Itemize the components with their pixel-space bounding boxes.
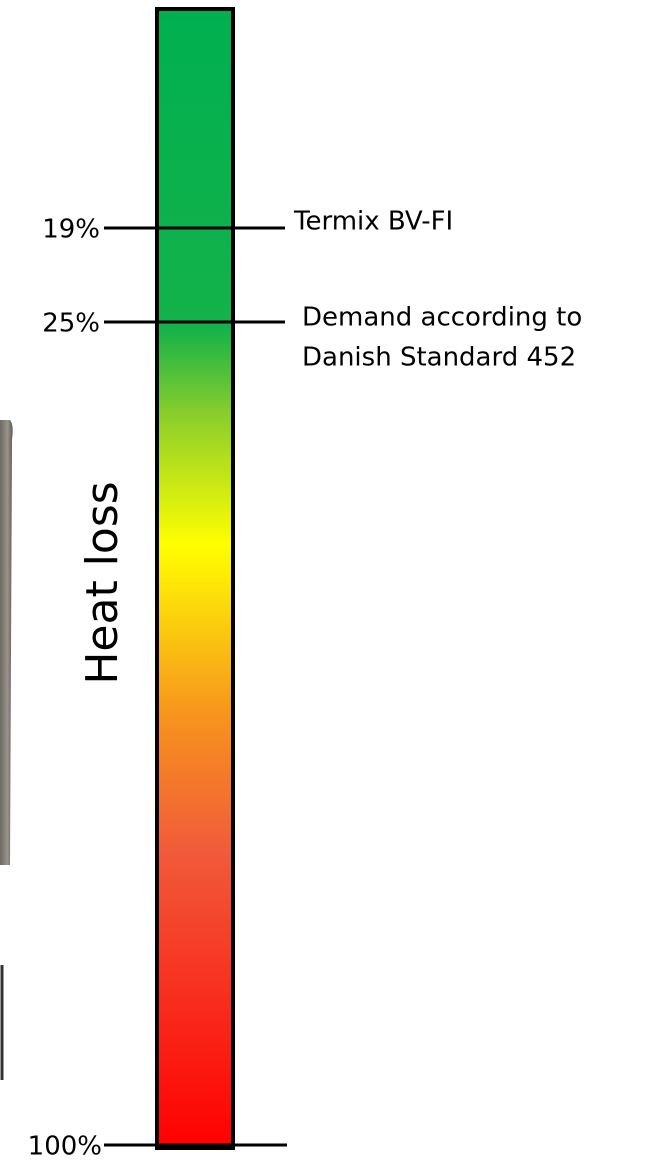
diagram: 19% 25% 100% Termix BV-FI Demand accordi… (0, 0, 664, 1163)
page: {"axis_label": "Heat loss", "markers": [… (0, 0, 664, 1163)
marker-label: 19% (42, 215, 100, 245)
product-photo (0, 420, 13, 865)
axis-label: Heat loss (77, 481, 128, 684)
heat-loss-bar (157, 9, 233, 1148)
marker-note: Demand according to (302, 303, 582, 333)
marker-note: Termix BV-FI (293, 207, 453, 237)
marker-label: 25% (42, 309, 100, 339)
marker-label: 100% (28, 1132, 102, 1162)
marker-note: Danish Standard 452 (302, 343, 576, 373)
